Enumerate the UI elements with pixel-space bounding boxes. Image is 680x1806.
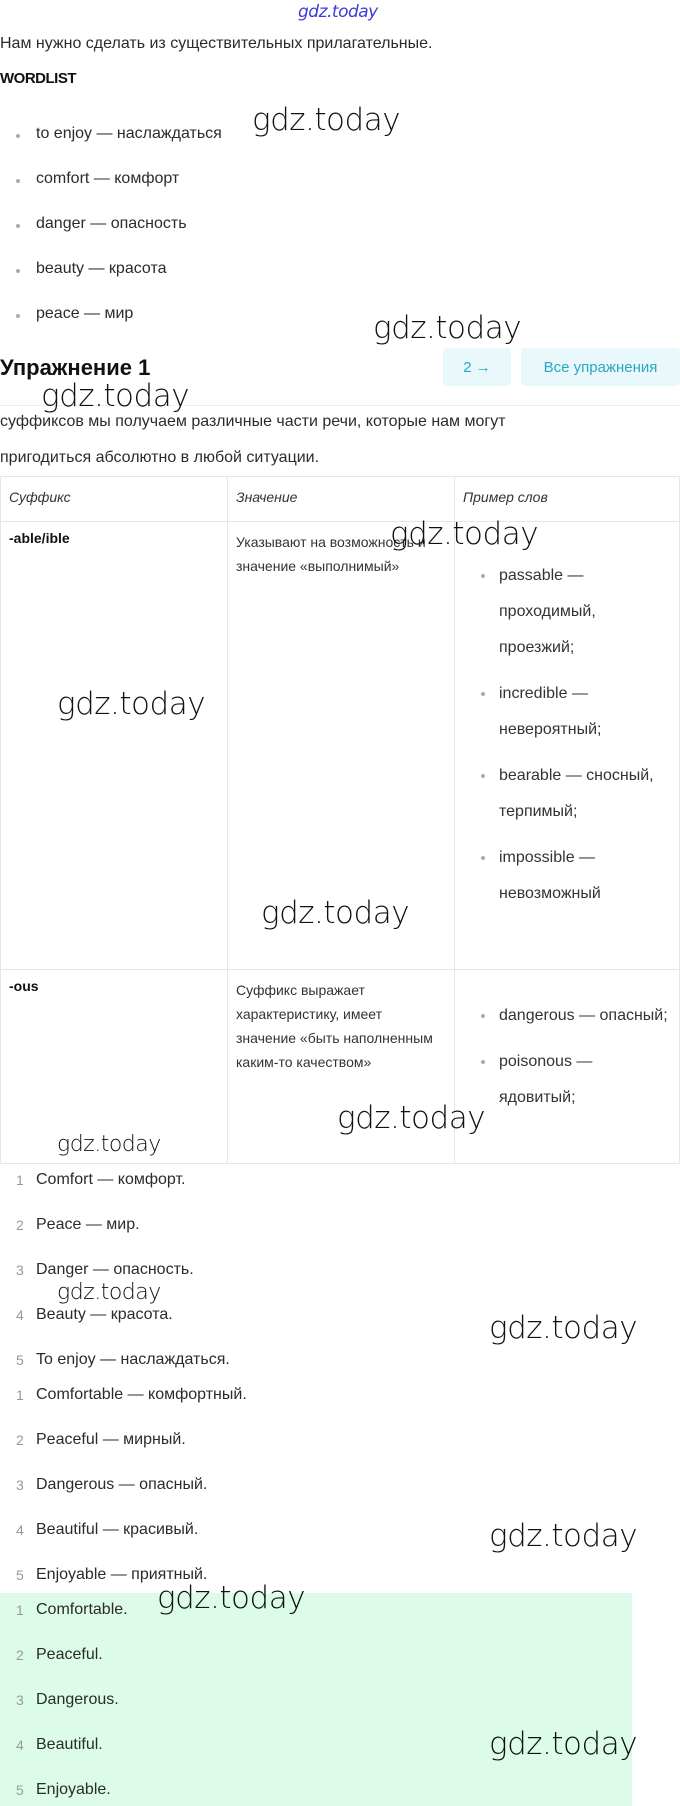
column-header: Значение [227, 476, 455, 522]
list-item: passable — проходимый, проезжий; [481, 558, 671, 666]
list-number: 5 [16, 1567, 24, 1583]
table-row: -able/ible Указывают на возможность и зн… [0, 521, 680, 970]
list-number: 3 [16, 1692, 24, 1708]
list-number: 4 [16, 1737, 24, 1753]
list-number: 1 [16, 1602, 24, 1618]
list-item: Dangerous — опасный. [36, 1476, 208, 1493]
list-item: danger — опасность [36, 215, 187, 232]
list-item: Peaceful. [36, 1646, 103, 1663]
suffix-cell: -able/ible [0, 521, 228, 970]
next-exercise-button[interactable]: 2 → [443, 348, 511, 386]
watermark-logo: gdz.today [41, 378, 190, 414]
watermark-logo: gdz.today [298, 2, 378, 22]
list-item: Beautiful. [36, 1736, 103, 1753]
meaning-cell: Указывают на возможность и значение «вып… [227, 521, 455, 970]
list-number: 1 [16, 1387, 24, 1403]
watermark-logo: gdz.today [252, 102, 401, 138]
list-number: 5 [16, 1782, 24, 1798]
list-item: poisonous — ядовитый; [481, 1044, 671, 1116]
list-number: 1 [16, 1172, 24, 1188]
list-number: 4 [16, 1307, 24, 1323]
list-item: bearable — сносный, терпимый; [481, 758, 671, 830]
list-number: 2 [16, 1217, 24, 1233]
suffix-table: Суффикс Значение Пример слов -able/ible … [0, 476, 680, 1164]
exercise-text: суффиксов мы получаем различные части ре… [0, 413, 506, 430]
list-item: Dangerous. [36, 1691, 119, 1708]
column-header: Пример слов [454, 476, 680, 522]
watermark-logo: gdz.today [489, 1310, 638, 1346]
table-header: Суффикс Значение Пример слов [0, 476, 680, 522]
list-item: Comfort — комфорт. [36, 1171, 186, 1188]
list-item: Enjoyable. [36, 1781, 111, 1798]
list-item: Danger — опасность. [36, 1261, 194, 1278]
list-number: 2 [16, 1432, 24, 1448]
wordlist-title: WORDLIST [0, 70, 77, 87]
list-number: 2 [16, 1647, 24, 1663]
list-item: to enjoy — наслаждаться [36, 125, 222, 142]
column-header: Суффикс [0, 476, 228, 522]
answer-highlight [0, 1593, 632, 1806]
exercise-title: Упражнение 1 [0, 355, 151, 380]
list-item: Beauty — красота. [36, 1306, 173, 1323]
list-item: beauty — красота [36, 260, 167, 277]
table-row: -ous Суффикс выражает характеристику, им… [0, 969, 680, 1164]
list-item: comfort — комфорт [36, 170, 180, 187]
list-item: peace — мир [36, 305, 134, 322]
list-number: 5 [16, 1352, 24, 1368]
meaning-cell: Суффикс выражает характеристику, имеет з… [227, 969, 455, 1164]
watermark-logo: gdz.today [489, 1518, 638, 1554]
list-item: Comfortable. [36, 1601, 128, 1618]
all-exercises-button[interactable]: Все упражнения [521, 348, 680, 386]
suffix-cell: -ous [0, 969, 228, 1164]
watermark-logo: gdz.today [373, 310, 522, 346]
list-number: 3 [16, 1477, 24, 1493]
list-item: Peaceful — мирный. [36, 1431, 186, 1448]
list-item: incredible — невероятный; [481, 676, 671, 748]
watermark-logo: gdz.today [57, 1280, 161, 1305]
list-item: Enjoyable — приятный. [36, 1566, 208, 1583]
examples-cell: passable — проходимый, проезжий; incredi… [454, 521, 680, 970]
list-number: 4 [16, 1522, 24, 1538]
intro-text: Нам нужно сделать из существительных при… [0, 35, 433, 52]
exercise-text: пригодиться абсолютно в любой ситуации. [0, 449, 320, 466]
divider [0, 405, 680, 406]
list-item: dangerous — опасный; [481, 998, 671, 1034]
list-item: Peace — мир. [36, 1216, 140, 1233]
examples-cell: dangerous — опасный; poisonous — ядовиты… [454, 969, 680, 1164]
list-item: Comfortable — комфортный. [36, 1386, 247, 1403]
list-item: impossible — невозможный [481, 840, 671, 912]
list-item: To enjoy — наслаждаться. [36, 1351, 230, 1368]
list-number: 3 [16, 1262, 24, 1278]
list-item: Beautiful — красивый. [36, 1521, 199, 1538]
